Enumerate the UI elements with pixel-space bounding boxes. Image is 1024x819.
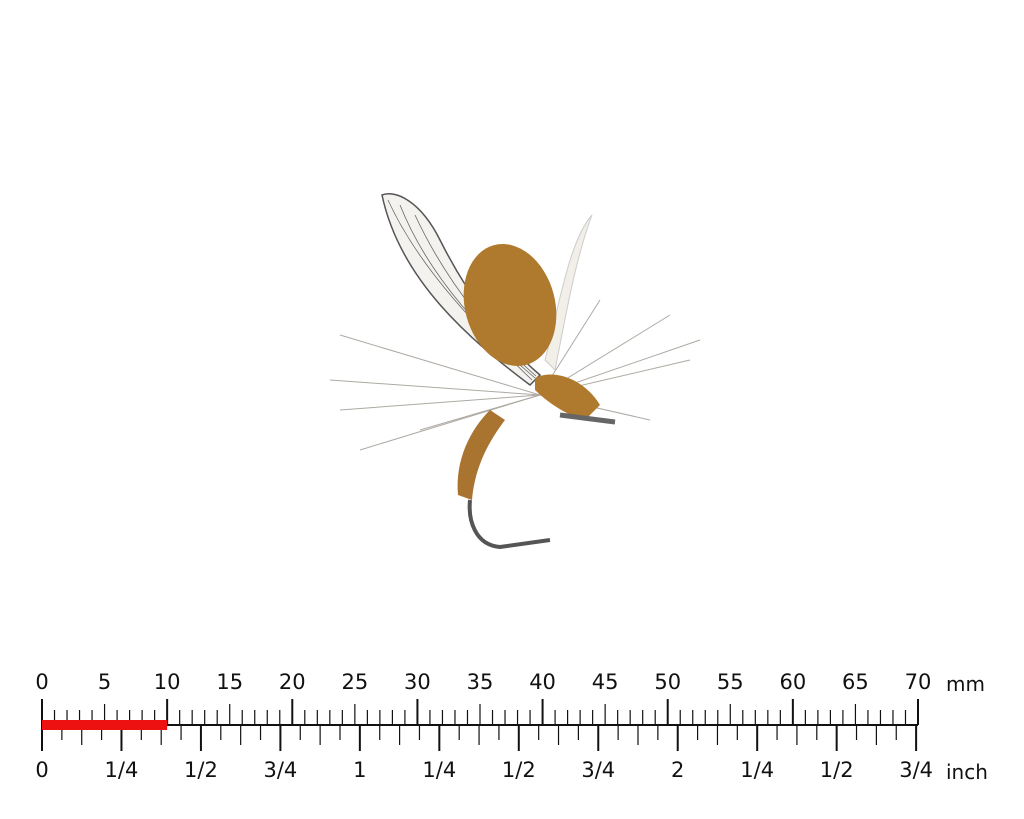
mm-label: 30: [404, 670, 431, 694]
inch-label: 1/4: [740, 758, 775, 782]
thorax: [535, 374, 600, 420]
inch-label: 0: [35, 758, 49, 782]
inch-unit-label: inch: [946, 760, 988, 784]
mm-label: 50: [654, 670, 682, 694]
hook: [467, 499, 551, 550]
inch-label: 1/4: [422, 758, 457, 782]
mm-label: 20: [278, 670, 306, 694]
mm-label: 70: [904, 670, 932, 694]
wing-right: [544, 214, 593, 372]
fly-photo: [329, 193, 701, 550]
inch-label: 3/4: [263, 758, 298, 782]
mm-label: 25: [341, 670, 369, 694]
inch-label: 3/4: [899, 758, 934, 782]
inch-label: 1/2: [819, 758, 854, 782]
mm-label: 5: [97, 670, 112, 694]
mm-label: 60: [779, 670, 807, 694]
inch-label: 3/4: [581, 758, 616, 782]
inch-label: 1: [353, 758, 367, 782]
highlight-10mm-bar: [42, 720, 168, 730]
mm-label: 65: [842, 670, 869, 694]
abdomen: [457, 410, 505, 500]
mm-unit-label: mm: [946, 672, 985, 696]
mm-label: 10: [153, 670, 181, 694]
mm-label: 40: [529, 670, 556, 694]
hook-eye: [559, 412, 616, 425]
mm-label: 15: [216, 670, 244, 694]
inch-label: 2: [671, 758, 685, 782]
inch-label: 1/2: [501, 758, 536, 782]
mm-label: 55: [716, 670, 744, 694]
foam-post: [463, 243, 557, 367]
mm-label: 0: [35, 670, 49, 694]
mm-label: 35: [466, 670, 494, 694]
mm-label: 45: [591, 670, 619, 694]
inch-label: 1/4: [104, 758, 139, 782]
inch-label: 1/2: [184, 758, 218, 782]
